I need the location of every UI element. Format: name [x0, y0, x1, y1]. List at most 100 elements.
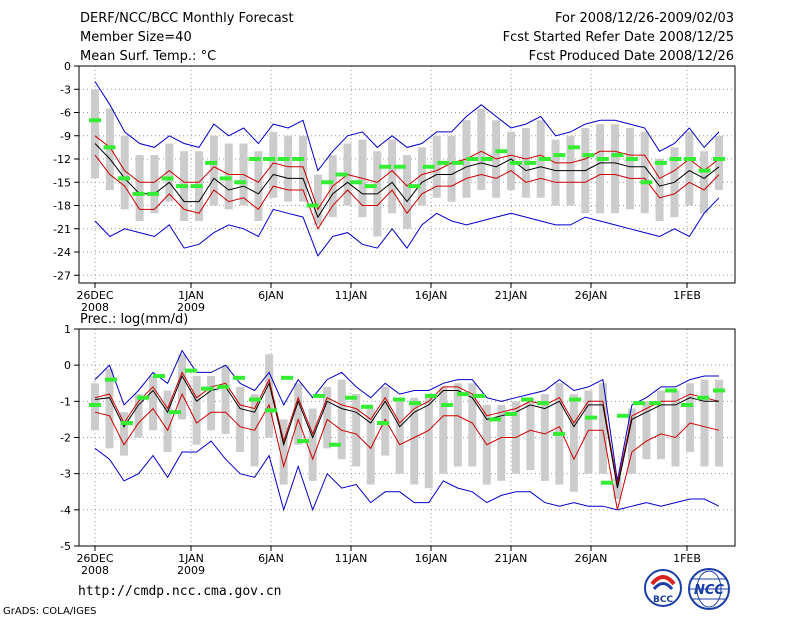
bcc-logo: BCC: [644, 569, 682, 607]
series-min-line: [94, 197, 720, 257]
observed-marker: [132, 191, 145, 196]
observed-marker: [249, 397, 261, 402]
spread-box: [468, 383, 477, 467]
spread-box: [447, 135, 456, 202]
y-tick-label: -24: [53, 246, 71, 259]
spread-box: [279, 419, 288, 485]
series-min-line: [94, 440, 720, 512]
observed-marker: [538, 157, 551, 161]
x-tick-label: 26DEC: [76, 552, 113, 565]
observed-marker: [248, 157, 261, 161]
spread-box: [410, 397, 419, 485]
observed-marker: [553, 153, 566, 158]
observed-marker: [654, 160, 667, 165]
observed-marker: [713, 388, 725, 393]
observed-marker: [611, 153, 624, 158]
observed-marker: [263, 157, 276, 161]
x-tick-label: 1FEB: [673, 289, 701, 302]
ncc-logo-text: NCC: [694, 583, 724, 598]
spread-box: [221, 365, 230, 434]
spread-box: [685, 131, 694, 206]
observed-marker: [697, 395, 709, 400]
plot-frame: [78, 65, 736, 284]
observed-marker: [649, 401, 661, 406]
y-tick-label: -3: [60, 83, 71, 96]
observed-marker: [537, 401, 549, 406]
observed-marker: [521, 397, 533, 402]
variable-label: Mean Surf. Temp.: °C: [80, 49, 216, 64]
observed-marker: [582, 153, 595, 158]
spread-box: [625, 128, 634, 210]
observed-marker: [466, 157, 479, 161]
observed-marker: [683, 157, 696, 161]
panel2-title: Prec.: log(mm/d): [80, 312, 188, 327]
spread-box: [105, 368, 114, 449]
series-upper-line: [94, 135, 720, 211]
observed-marker: [713, 157, 725, 161]
observed-marker: [495, 149, 508, 154]
y-tick-label: 1: [64, 323, 71, 336]
observed-marker: [265, 408, 277, 413]
y-tick-label: -27: [53, 269, 71, 282]
spread-box: [236, 386, 245, 452]
ncc-logo: NCC: [688, 568, 730, 610]
spread-box: [134, 394, 143, 438]
x-tick-label: 11JAN: [335, 552, 368, 565]
y-tick-label: -6: [60, 107, 71, 120]
spread-box: [388, 139, 397, 214]
y-tick-label: -12: [53, 153, 71, 166]
y-tick-label: -18: [53, 200, 71, 213]
spread-box: [209, 135, 218, 206]
observed-marker: [103, 145, 116, 150]
observed-marker: [277, 157, 290, 161]
observed-marker: [321, 180, 334, 185]
observed-marker: [364, 184, 377, 189]
observed-marker: [393, 164, 406, 169]
spread-box: [477, 108, 486, 190]
x-tick-label: 1JAN: [178, 289, 204, 302]
spread-box: [424, 397, 433, 489]
spread-box: [640, 131, 649, 214]
spread-box: [313, 174, 322, 225]
observed-marker: [169, 410, 181, 415]
spread-box: [596, 124, 605, 214]
x-tick-label: 6JAN: [258, 552, 284, 565]
x-tick-label: 26JAN: [575, 289, 608, 302]
spread-box: [254, 151, 263, 221]
observed-marker: [553, 431, 565, 436]
x-tick-label: 21JAN: [495, 289, 528, 302]
series-lower-line: [94, 392, 720, 510]
observed-marker: [153, 374, 165, 379]
observed-marker: [361, 404, 373, 409]
observed-marker: [585, 415, 597, 420]
x-tick-label: 1FEB: [673, 552, 701, 565]
x-tick-label: 16JAN: [415, 552, 448, 565]
observed-marker: [335, 172, 348, 177]
spread-box: [149, 376, 158, 431]
observed-marker: [669, 157, 682, 161]
series-mean-line: [94, 143, 720, 219]
spread-box: [700, 151, 709, 214]
y-tick-label: -4: [60, 504, 71, 517]
observed-marker: [640, 180, 653, 185]
spread-box: [439, 386, 448, 474]
observed-marker: [176, 184, 189, 189]
observed-marker: [118, 176, 131, 181]
observed-marker: [105, 377, 117, 382]
spread-box: [569, 394, 578, 492]
spread-box: [497, 404, 506, 481]
forecast-period: For 2008/12/26-2009/02/03: [555, 11, 734, 26]
observed-marker: [377, 421, 389, 426]
observed-marker: [601, 480, 613, 485]
spread-box: [163, 390, 172, 452]
observed-marker: [350, 180, 363, 185]
spread-box: [352, 394, 361, 467]
member-size: Member Size=40: [80, 30, 192, 45]
fcst-produced-date: Fcst Produced Date 2008/12/26: [529, 49, 734, 64]
observed-marker: [569, 397, 581, 402]
observed-marker: [425, 393, 437, 398]
observed-marker: [121, 421, 133, 426]
spread-box: [540, 394, 549, 481]
